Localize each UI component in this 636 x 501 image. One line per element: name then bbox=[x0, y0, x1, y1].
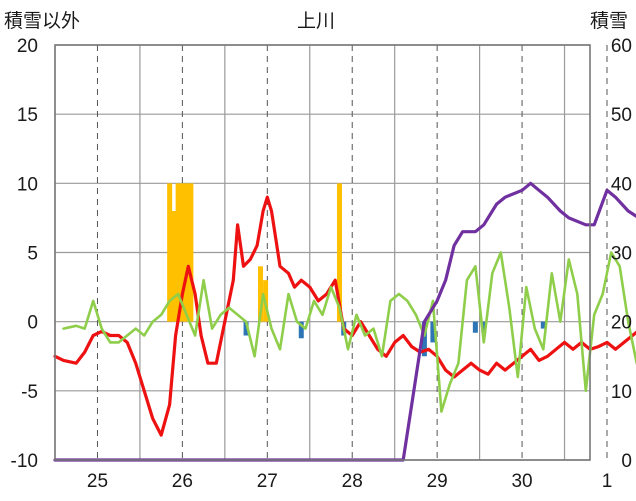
x-tick-label: 29 bbox=[427, 471, 448, 492]
right-axis-label: 積雪 bbox=[590, 10, 628, 32]
grid bbox=[54, 44, 608, 461]
blue-bar bbox=[472, 321, 478, 333]
purple-series-line bbox=[53, 181, 636, 462]
right-tick-label: 30 bbox=[611, 244, 632, 265]
blue-bar bbox=[540, 321, 546, 329]
plot-frame bbox=[54, 44, 591, 461]
left-tick-label: 0 bbox=[27, 313, 38, 334]
right-tick-label: 0 bbox=[621, 451, 632, 472]
right-tick-label: 50 bbox=[611, 105, 632, 126]
left-tick-label: 15 bbox=[17, 105, 38, 126]
left-tick-label: 10 bbox=[17, 174, 38, 195]
x-axis-ticks: 2526272829301234 bbox=[87, 471, 613, 492]
blue-bar bbox=[298, 321, 304, 339]
right-tick-label: 40 bbox=[611, 174, 632, 195]
series-lines bbox=[53, 181, 636, 462]
left-axis-ticks: -10 -5 0 5 10 15 20 bbox=[11, 36, 38, 472]
right-tick-label: 60 bbox=[611, 36, 632, 57]
left-tick-label: -10 bbox=[11, 451, 38, 472]
x-tick-label: 30 bbox=[511, 471, 532, 492]
green-series-line bbox=[62, 251, 636, 413]
yellow-bar bbox=[188, 183, 194, 322]
right-tick-label: 10 bbox=[611, 382, 632, 403]
blue-bar bbox=[243, 321, 249, 336]
right-tick-label: 20 bbox=[611, 313, 632, 334]
yellow-bar bbox=[179, 183, 185, 322]
yellow-bar bbox=[336, 183, 342, 322]
x-tick-label: 26 bbox=[172, 471, 193, 492]
x-tick-label: 1 bbox=[602, 471, 613, 492]
left-axis-label: 積雪以外 bbox=[4, 10, 80, 32]
x-tick-label: 27 bbox=[257, 471, 278, 492]
yellow-bar bbox=[175, 183, 181, 322]
x-tick-label: 28 bbox=[342, 471, 363, 492]
red-series-line bbox=[53, 195, 636, 437]
blue-bar bbox=[421, 321, 427, 357]
left-tick-label: 5 bbox=[27, 244, 38, 265]
yellow-bar bbox=[167, 183, 173, 322]
right-axis-ticks: 0 10 20 30 40 50 60 bbox=[611, 36, 632, 472]
blue-bar bbox=[481, 321, 487, 333]
yellow-bar bbox=[171, 211, 177, 322]
x-tick-label: 25 bbox=[87, 471, 108, 492]
blue-bar bbox=[430, 321, 436, 343]
chart-title: 上川 bbox=[297, 10, 335, 32]
yellow-bar bbox=[258, 266, 264, 322]
yellow-bar bbox=[184, 183, 190, 322]
left-tick-label: -5 bbox=[21, 382, 38, 403]
left-tick-label: 20 bbox=[17, 36, 38, 57]
